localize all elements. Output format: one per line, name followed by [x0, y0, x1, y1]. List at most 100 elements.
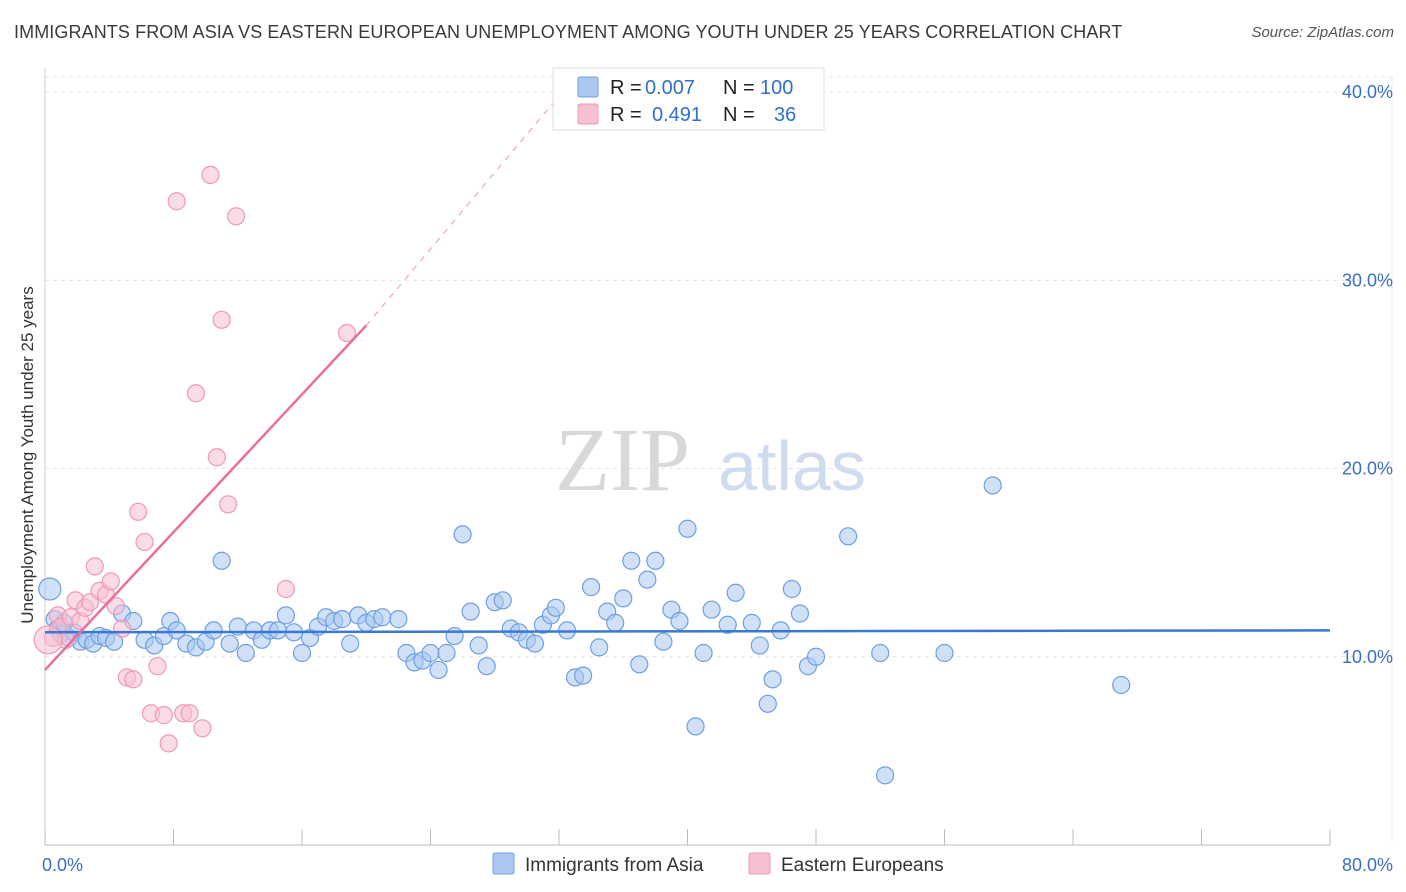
point-eastern — [124, 670, 143, 689]
series-eastern-europeans — [33, 165, 357, 753]
x-tick-labels: 0.0% 80.0% — [42, 855, 1393, 875]
point-asia — [373, 608, 392, 627]
point-asia — [477, 657, 496, 676]
point-asia — [220, 634, 239, 653]
point-asia — [638, 570, 657, 589]
point-asia — [453, 525, 472, 544]
point-asia — [742, 613, 761, 632]
series-legend: Immigrants from Asia Eastern Europeans — [492, 852, 944, 876]
point-eastern — [193, 719, 212, 738]
point-asia — [236, 643, 255, 663]
bottom-legend-label-eastern: Eastern Europeans — [781, 855, 944, 876]
point-asia — [590, 638, 609, 657]
y-tick-label-40: 40.0% — [1342, 82, 1393, 102]
point-asia — [429, 660, 448, 680]
point-asia — [493, 591, 512, 610]
y-axis-title: Unemployment Among Youth under 25 years — [18, 286, 37, 623]
point-asia — [654, 632, 673, 651]
point-asia — [935, 643, 954, 663]
bottom-legend-swatch-pink — [748, 852, 771, 875]
point-eastern — [85, 557, 104, 576]
point-eastern — [201, 165, 220, 184]
point-asia — [806, 647, 826, 666]
point-asia — [389, 610, 408, 629]
legend-n-value-1: 100 — [760, 77, 793, 99]
legend-n-value-2: 36 — [774, 104, 796, 126]
point-eastern — [148, 657, 167, 676]
point-asia — [204, 621, 223, 640]
chart-title: IMMIGRANTS FROM ASIA VS EASTERN EUROPEAN… — [14, 22, 1123, 42]
legend-r-label-2: R = — [610, 104, 642, 126]
y-tick-label-20: 20.0% — [1342, 459, 1393, 479]
x-tick-label-80: 80.0% — [1342, 855, 1393, 875]
point-asia — [839, 527, 858, 546]
point-asia — [525, 634, 545, 653]
point-asia — [38, 577, 62, 601]
point-eastern — [112, 619, 132, 638]
point-asia — [782, 579, 802, 599]
point-eastern — [33, 625, 63, 655]
point-asia — [702, 600, 721, 619]
point-asia — [268, 621, 288, 640]
point-eastern — [207, 448, 226, 467]
point-asia — [718, 615, 737, 634]
point-asia — [875, 766, 895, 785]
point-asia — [622, 551, 641, 570]
point-asia — [292, 643, 312, 663]
point-asia — [686, 717, 705, 736]
point-asia — [573, 666, 593, 685]
watermark-zip: ZIP — [555, 411, 690, 510]
legend-swatch-blue — [577, 76, 599, 98]
point-asia — [606, 613, 625, 632]
point-asia — [333, 610, 352, 629]
correlation-legend: R = 0.007 N = 100 R = 0.491 N = 36 — [552, 67, 825, 131]
point-asia — [750, 636, 769, 655]
legend-r-value-1: 0.007 — [645, 77, 695, 99]
point-asia — [871, 643, 890, 663]
point-asia — [437, 643, 456, 663]
point-eastern — [186, 384, 206, 403]
point-eastern — [212, 310, 231, 329]
point-asia — [758, 694, 777, 713]
point-asia — [694, 643, 713, 663]
trend-line-asia — [44, 629, 1331, 634]
trend-line-eastern — [44, 324, 368, 671]
point-eastern — [106, 596, 125, 616]
point-asia — [461, 602, 480, 621]
point-asia — [212, 551, 231, 570]
bottom-legend-swatch-blue — [492, 852, 515, 875]
y-tick-labels: 10.0% 20.0% 30.0% 40.0% — [1342, 82, 1393, 667]
point-asia — [546, 598, 565, 617]
point-asia — [614, 589, 633, 608]
point-eastern — [337, 323, 357, 343]
source-credit: Source: ZipAtlas.com — [1251, 24, 1394, 41]
point-asia — [678, 519, 697, 538]
trend-line-eastern-extension — [365, 76, 576, 326]
axes — [44, 68, 1331, 846]
point-asia — [763, 670, 782, 689]
point-asia — [646, 551, 665, 570]
y-tick-label-10: 10.0% — [1342, 647, 1393, 667]
point-eastern — [180, 704, 199, 723]
point-eastern — [135, 532, 154, 552]
legend-n-label-1: N = — [723, 77, 755, 99]
point-asia — [469, 636, 488, 655]
point-eastern — [159, 734, 178, 753]
x-tick-label-0: 0.0% — [42, 855, 83, 875]
point-eastern — [154, 706, 173, 725]
point-eastern — [101, 572, 120, 591]
point-asia — [421, 643, 440, 663]
point-asia — [670, 611, 689, 631]
point-asia — [983, 476, 1002, 495]
point-asia — [167, 621, 186, 640]
y-tick-label-30: 30.0% — [1342, 270, 1393, 290]
point-asia — [445, 626, 464, 646]
point-asia — [276, 606, 296, 625]
point-asia — [341, 634, 360, 653]
point-eastern — [219, 495, 238, 514]
point-eastern — [276, 579, 296, 599]
legend-swatch-pink — [577, 103, 599, 125]
watermark-atlas: atlas — [718, 427, 866, 505]
legend-r-label-1: R = — [610, 77, 642, 99]
point-asia — [790, 604, 810, 623]
